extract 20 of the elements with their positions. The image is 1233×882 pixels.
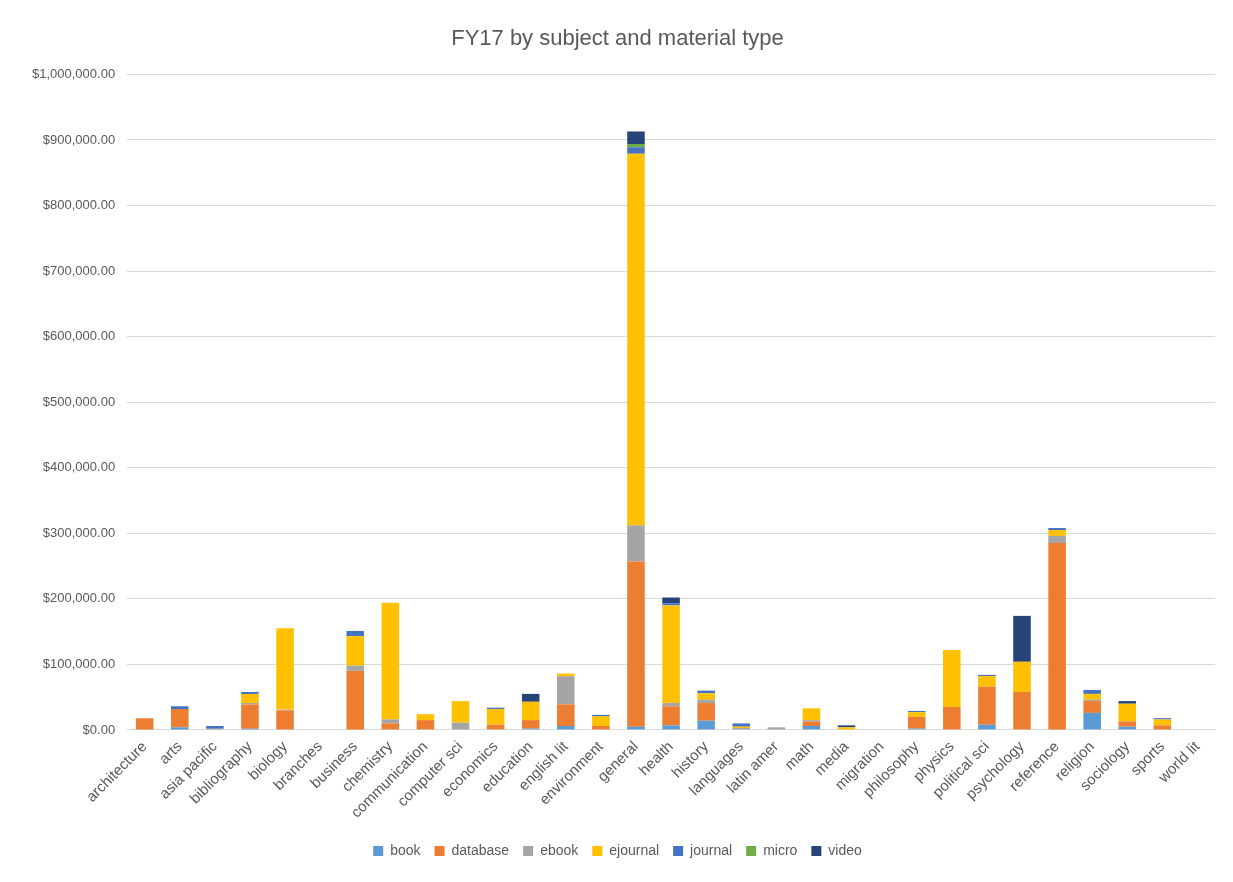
x-tick-label: arts (155, 737, 185, 768)
legend-label: video (828, 841, 863, 858)
y-tick-label: $1,000,000.00 (31, 65, 116, 81)
y-tick-label: $0.00 (82, 721, 116, 737)
y-tick-label: $400,000.00 (42, 459, 116, 475)
legend-label: ebook (540, 841, 580, 858)
chart-title: FY17 by subject and material type (451, 25, 784, 51)
y-tick-label: $900,000.00 (42, 131, 116, 147)
legend-label: book (390, 841, 422, 858)
legend-label: ejournal (609, 841, 660, 858)
legend-label: journal (689, 841, 733, 858)
y-tick-label: $500,000.00 (42, 393, 116, 409)
y-tick-label: $700,000.00 (42, 262, 116, 278)
legend-label: database (451, 841, 510, 858)
y-tick-label: $800,000.00 (42, 197, 116, 213)
legend-label: micro (763, 841, 798, 858)
y-tick-label: $300,000.00 (42, 524, 116, 540)
y-tick-label: $100,000.00 (42, 655, 116, 671)
y-tick-label: $200,000.00 (42, 590, 116, 606)
y-tick-label: $600,000.00 (42, 328, 116, 344)
